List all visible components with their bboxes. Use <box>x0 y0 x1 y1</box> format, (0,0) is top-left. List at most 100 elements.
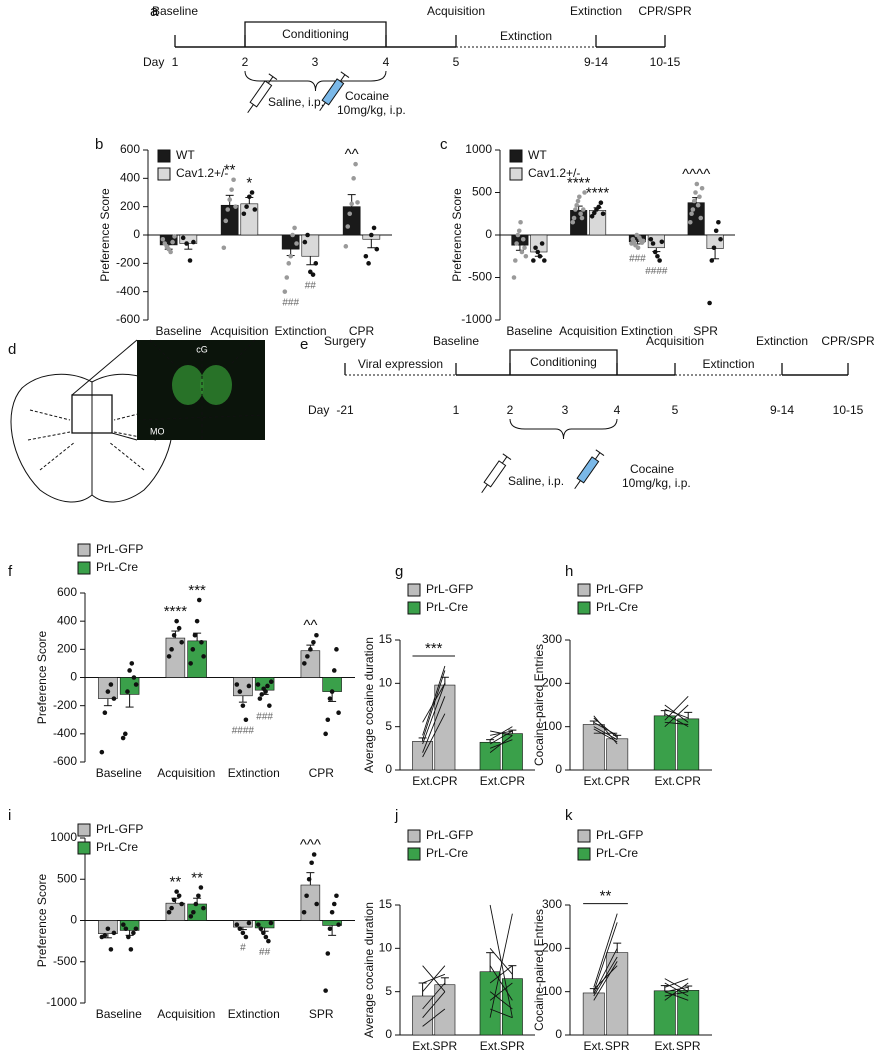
bar <box>606 952 629 1036</box>
data-point <box>325 717 331 723</box>
data-point <box>201 654 206 659</box>
cocaine-label: 10mg/kg, i.p. <box>337 103 406 117</box>
syringe-handle <box>502 453 512 460</box>
data-point <box>716 219 721 225</box>
data-point <box>577 194 582 200</box>
significance: ** <box>191 869 203 886</box>
syringe-barrel <box>576 456 600 484</box>
data-point <box>263 934 269 940</box>
paired-line <box>490 730 513 736</box>
phase-label: Surgery <box>324 334 366 348</box>
syringe <box>574 449 605 490</box>
y-tick-label: 0 <box>133 227 140 241</box>
y-tick-label: 10 <box>379 676 393 690</box>
paired-line <box>422 683 446 745</box>
phase-label: CPR/SPR <box>821 334 875 348</box>
data-point <box>331 668 337 673</box>
saline-label: Saline, i.p. <box>508 474 564 488</box>
conditioning-label: Conditioning <box>282 27 349 41</box>
data-point <box>192 632 198 638</box>
data-point <box>514 241 519 246</box>
y-tick-label: 5 <box>385 984 392 998</box>
data-point <box>234 922 240 927</box>
day: 9-14 <box>770 403 794 417</box>
data-point <box>288 253 293 259</box>
data-point <box>247 194 252 200</box>
syringe <box>481 453 512 494</box>
day: 4 <box>383 55 390 69</box>
paired-line <box>593 965 618 990</box>
day: 10-15 <box>650 55 681 69</box>
y-axis-label: Preference Score <box>35 630 49 724</box>
x-tick-label: Ext. <box>654 774 675 788</box>
data-point <box>237 926 243 932</box>
significance: * <box>246 174 252 191</box>
phase-label: Extinction <box>702 357 754 371</box>
day: -21 <box>336 403 354 417</box>
legend-swatch <box>407 583 421 597</box>
data-point <box>369 232 374 238</box>
data-point <box>687 219 693 225</box>
significance: ### <box>256 711 273 722</box>
x-tick-label: Baseline <box>96 766 142 780</box>
data-point <box>353 161 358 167</box>
data-point <box>233 204 238 209</box>
data-point <box>371 225 377 231</box>
data-point <box>650 241 656 246</box>
paired-line <box>664 978 689 988</box>
data-point <box>579 215 585 221</box>
legend-swatch <box>77 543 91 557</box>
syringe-needle <box>481 484 488 494</box>
data-point <box>652 249 658 255</box>
paired-line <box>422 965 446 992</box>
data-point <box>582 190 587 195</box>
paired-line <box>422 696 446 753</box>
data-point <box>349 201 354 207</box>
data-point <box>166 654 172 659</box>
data-point <box>169 647 174 652</box>
data-point <box>518 219 523 225</box>
y-tick-label: 0 <box>555 762 562 776</box>
y-tick-label: 500 <box>57 871 77 885</box>
paired-line <box>593 728 618 743</box>
phase-label: CPR/SPR <box>638 4 692 18</box>
zoom-line <box>111 432 138 441</box>
data-point <box>196 893 201 899</box>
x-tick-label: CPR <box>605 774 631 788</box>
panel-label: a <box>150 3 159 20</box>
significance: **** <box>164 603 188 620</box>
data-point <box>571 215 577 221</box>
data-point <box>309 860 314 866</box>
data-point <box>591 210 597 216</box>
bar <box>582 724 605 771</box>
paired-line <box>664 991 689 1001</box>
data-point <box>693 190 698 195</box>
syringe-plunger <box>267 76 274 84</box>
data-point <box>259 692 265 697</box>
data-point <box>531 258 536 263</box>
y-axis-label: Preference Score <box>98 188 112 282</box>
data-point <box>123 926 129 932</box>
legend-label: PrL-Cre <box>426 600 468 614</box>
data-point <box>539 241 545 246</box>
data-point <box>266 938 271 944</box>
data-point <box>648 236 654 242</box>
y-tick-label: 600 <box>120 142 140 156</box>
data-point <box>176 893 182 899</box>
data-point <box>718 236 723 242</box>
data-point <box>198 885 204 890</box>
data-point <box>351 176 356 181</box>
y-tick-label: 15 <box>379 632 393 646</box>
data-point <box>237 689 243 694</box>
y-tick-label: 300 <box>542 897 562 911</box>
data-point <box>176 625 182 631</box>
data-point <box>304 893 309 899</box>
legend-swatch <box>577 601 591 615</box>
data-point <box>191 909 196 915</box>
data-point <box>125 689 130 694</box>
bar <box>412 995 434 1036</box>
y-tick-label: 100 <box>542 984 562 998</box>
significance: ^^^ <box>300 836 321 853</box>
legend-swatch <box>77 823 91 837</box>
bar <box>342 206 361 236</box>
